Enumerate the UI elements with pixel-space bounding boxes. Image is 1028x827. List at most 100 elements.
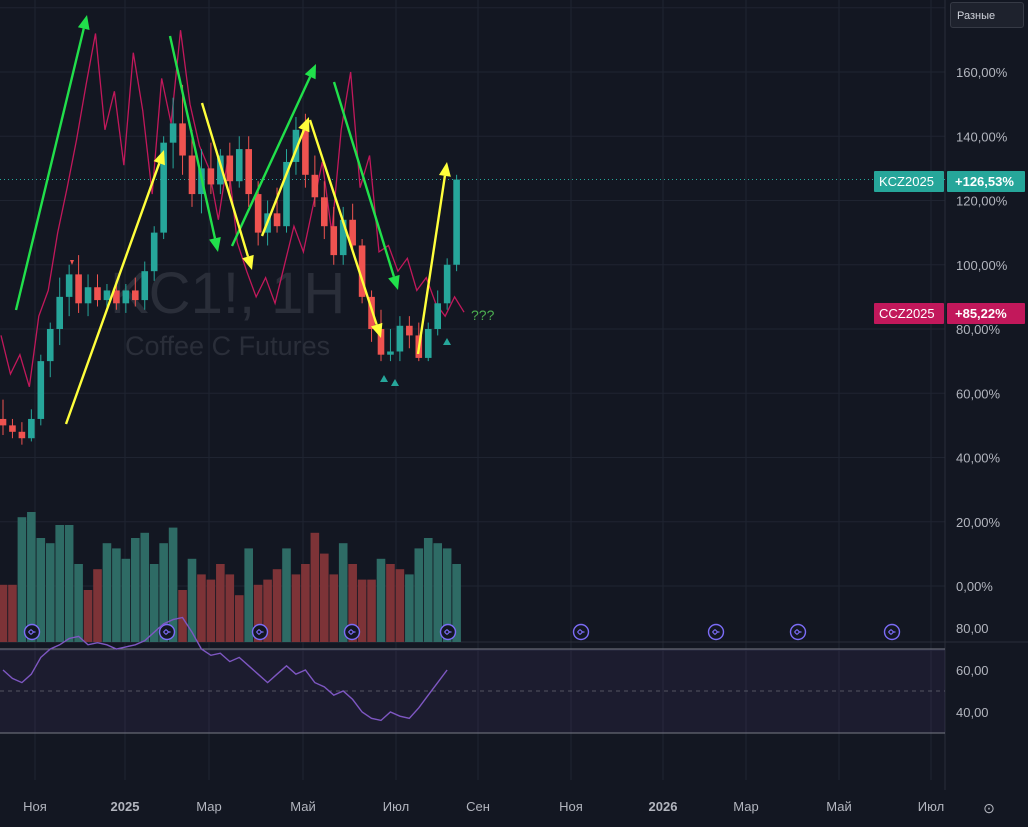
kcz2025-label-value-bg <box>947 171 1025 192</box>
ccz2025-label-name-bg <box>874 303 944 324</box>
kcz2025-label-name-bg <box>874 171 944 192</box>
price-axis[interactable]: 0,00% 20,00% 40,00% 60,00% 80,00% 100,00% 120,… <box>956 65 1008 720</box>
volume-bar <box>216 564 225 642</box>
volume-bar <box>83 590 93 642</box>
event-icon[interactable] <box>883 623 901 641</box>
candle <box>311 155 319 207</box>
volume-bar <box>225 574 235 642</box>
candle-body <box>349 219 356 246</box>
candle <box>0 399 7 436</box>
volume-bar <box>386 564 395 642</box>
yellow-arrow-up[interactable] <box>64 150 165 425</box>
event-icon-glyph <box>712 629 720 635</box>
kcz2025-label: KCZ2025 +126,53% <box>874 171 1025 192</box>
volume-bar <box>348 564 357 642</box>
arrow-shaft <box>168 35 217 239</box>
volume-bar <box>301 564 310 642</box>
candle-body <box>18 431 26 439</box>
candle <box>321 181 328 240</box>
drawn-arrows[interactable] <box>14 15 451 425</box>
event-icon[interactable] <box>707 623 725 641</box>
volume-bar <box>93 569 102 642</box>
green-arrow-down[interactable] <box>168 35 221 252</box>
price-tick-label: 60,00% <box>956 386 1001 401</box>
candle-body <box>283 161 290 227</box>
ccz2025-label: CCZ2025 +85,22% <box>874 303 1025 324</box>
reset-view-icon[interactable]: ⊙ <box>983 800 995 816</box>
candle-body <box>113 290 120 304</box>
candle <box>179 84 186 175</box>
rsi-line <box>2 616 448 722</box>
candle <box>368 290 375 342</box>
event-icon[interactable] <box>251 623 269 641</box>
kcz2025-label-name: KCZ2025 <box>879 174 934 189</box>
candle <box>188 129 196 207</box>
volume-bar <box>187 558 197 642</box>
volume-bar <box>206 579 216 642</box>
arrow-head <box>438 162 451 177</box>
candle <box>387 329 394 362</box>
event-icons[interactable] <box>23 623 901 641</box>
candle <box>28 409 35 442</box>
buy-marker <box>391 379 399 386</box>
volume-bar <box>291 574 301 642</box>
candle-body <box>188 155 196 195</box>
candle <box>292 116 300 175</box>
volume-bar <box>27 512 36 642</box>
rsi-pane <box>0 616 945 734</box>
green-arrow-up[interactable] <box>14 15 90 311</box>
candle-body <box>65 274 73 297</box>
event-icon[interactable] <box>572 623 590 641</box>
event-icon-glyph <box>28 629 36 635</box>
event-icon[interactable] <box>789 623 807 641</box>
price-tick-label: 160,00% <box>956 65 1008 80</box>
event-icon[interactable] <box>23 623 41 641</box>
candle-body <box>377 329 385 355</box>
yellow-arrow-down[interactable] <box>200 102 254 270</box>
scale-mode-label: Разные <box>957 10 996 22</box>
volume-bar <box>272 569 282 642</box>
rsi-tick-label: 40,00 <box>956 705 989 720</box>
price-labels: KCZ2025 +126,53% CCZ2025 +85,22% <box>874 171 1025 324</box>
volume-bar <box>376 558 386 642</box>
yellow-arrow-up[interactable] <box>416 162 451 355</box>
arrow-shaft <box>416 175 447 355</box>
volume-bar <box>178 590 187 642</box>
candle <box>217 149 224 195</box>
event-icon-glyph <box>348 629 356 635</box>
green-arrow-down[interactable] <box>332 81 400 290</box>
yellow-arrow-down[interactable] <box>308 119 383 338</box>
volume-bar <box>452 564 461 642</box>
event-icon[interactable] <box>158 623 176 641</box>
arrow-head <box>370 322 383 338</box>
time-tick-label: 2026 <box>649 799 678 814</box>
watermark-symbol: KC1!, 1Н <box>110 261 345 326</box>
price-tick-label: 140,00% <box>956 129 1008 144</box>
buy-marker <box>380 375 388 382</box>
candle-body <box>245 149 252 195</box>
candle <box>169 97 177 169</box>
event-icon[interactable] <box>439 623 457 641</box>
candle-body <box>84 287 92 304</box>
arrow-shaft <box>332 81 396 277</box>
candle <box>56 277 63 346</box>
green-arrow-up[interactable] <box>230 64 316 247</box>
event-icon[interactable] <box>343 623 361 641</box>
candle <box>9 418 16 439</box>
arrow-head <box>298 117 310 133</box>
candle-body <box>387 351 394 355</box>
volume-bar <box>320 553 329 642</box>
time-axis[interactable]: Ноя 2025 Мар Май Июл Сен Ноя 2026 Мар Май Июл <box>23 799 944 814</box>
candle-body <box>179 123 186 156</box>
candle <box>283 149 290 233</box>
arrow-head <box>242 254 254 270</box>
volume-bar <box>168 527 178 642</box>
candle-body <box>292 129 300 162</box>
candle-body <box>122 290 130 304</box>
candle <box>103 284 111 310</box>
scale-mode-dropdown[interactable]: Разные <box>950 2 1024 28</box>
yellow-arrow-up[interactable] <box>260 117 310 237</box>
candle-body <box>443 264 451 304</box>
